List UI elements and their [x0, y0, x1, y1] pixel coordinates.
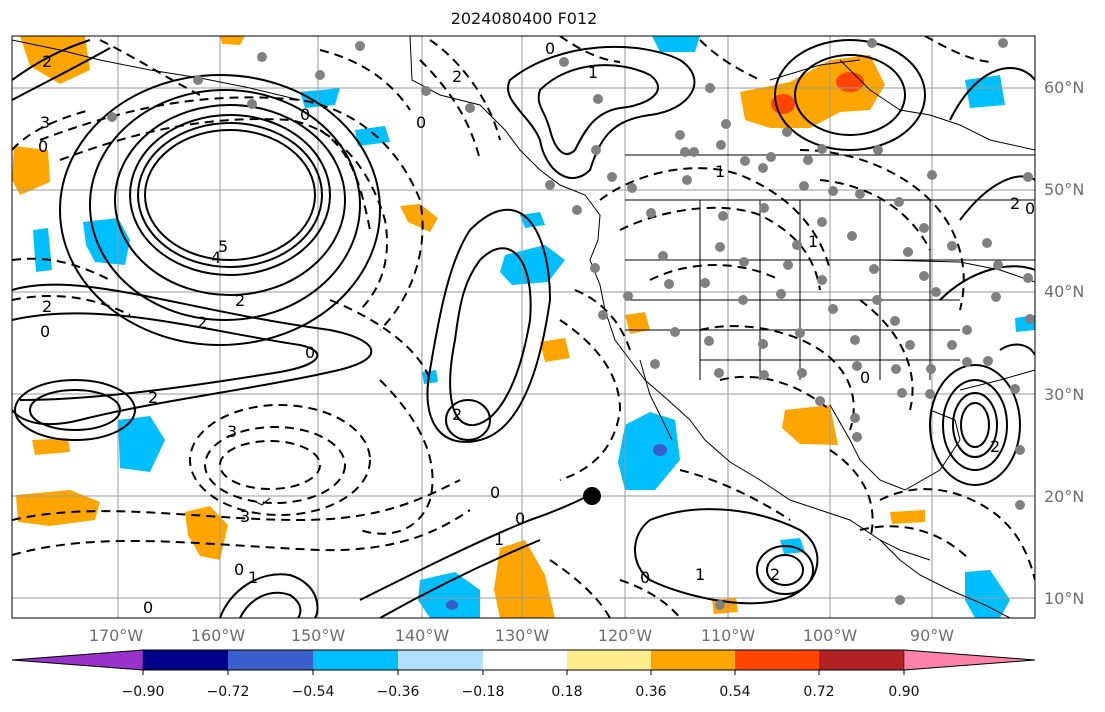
coastlines — [12, 36, 1035, 618]
lat-label-10n: 10°N — [1044, 589, 1085, 608]
contour-label: 1 — [715, 162, 725, 181]
contours — [12, 39, 1035, 618]
contour-label: 2 — [452, 67, 462, 86]
contour-label: 1 — [695, 565, 705, 584]
dashed-contours — [12, 36, 1035, 618]
colorbar-tick-label: −0.36 — [376, 684, 420, 700]
lon-label-110w: 110°W — [700, 626, 756, 645]
lon-label-160w: 160°W — [190, 626, 246, 645]
lon-label-90w: 90°W — [909, 626, 955, 645]
colorbar-tick-label: −0.72 — [206, 684, 250, 700]
contour-label: 2 — [452, 405, 462, 424]
contour-label: 0 — [416, 113, 426, 132]
colorbar-segment — [735, 650, 819, 670]
lat-label-30n: 30°N — [1044, 385, 1085, 404]
contour-label: 2 — [42, 297, 52, 316]
colorbar-tick-label: 0.90 — [888, 684, 920, 700]
colorbar-segment — [819, 650, 904, 670]
map-title: 2024080400 F012 — [450, 9, 598, 28]
colorbar — [11, 649, 1036, 675]
station-markers — [107, 38, 1035, 610]
contour-label: 0 — [300, 105, 310, 124]
lon-label-170w: 170°W — [88, 626, 144, 645]
contour-label: 0 — [515, 509, 525, 528]
center-marker — [583, 487, 601, 505]
lat-label-50n: 50°N — [1044, 180, 1085, 199]
colorbar-segment — [483, 650, 567, 670]
contour-label: 2 — [148, 388, 158, 407]
lat-label-20n: 20°N — [1044, 487, 1085, 506]
contour-label: 0 — [38, 137, 48, 156]
colorbar-tick-label: 0.36 — [635, 684, 667, 700]
colorbar-segment — [903, 649, 1036, 671]
colorbar-segment — [651, 650, 735, 670]
colorbar-tick-label: 0.54 — [719, 684, 751, 700]
contour-label: 2 — [770, 565, 780, 584]
lon-label-130w: 130°W — [494, 626, 550, 645]
lon-label-150w: 150°W — [290, 626, 346, 645]
shaded-regions — [12, 36, 1035, 618]
lat-label-40n: 40°N — [1044, 282, 1085, 301]
colorbar-segment — [11, 649, 144, 671]
contour-label: 2 — [1010, 194, 1020, 213]
contour-label: 0 — [640, 568, 650, 587]
colorbar-segment — [313, 650, 398, 670]
contour-labels: 2 0 3 0 2 1 0 5 4 2 2 0 2 3 0 2 0 1 1 0 … — [38, 39, 1035, 617]
contour-label: 5 — [218, 237, 228, 256]
colorbar-tick-label: −0.90 — [121, 684, 165, 700]
colorbar-segment — [398, 650, 483, 670]
contour-label: 0 — [1025, 199, 1035, 218]
contour-label: 0 — [545, 39, 555, 58]
lat-lon-grid — [12, 36, 1035, 618]
contour-label: 1 — [248, 568, 258, 587]
colorbar-tick-label: −0.18 — [461, 684, 505, 700]
contour-label: 0 — [490, 483, 500, 502]
colorbar-tick-label: 0.18 — [551, 684, 583, 700]
lon-label-140w: 140°W — [394, 626, 450, 645]
contour-label: 0 — [305, 343, 315, 362]
contour-label: 0 — [234, 560, 244, 579]
contour-label: 3 — [40, 113, 50, 132]
contour-label: 3 — [227, 422, 237, 441]
contour-label: 2 — [990, 437, 1000, 456]
contour-label: 4 — [211, 248, 221, 267]
contour-label: 2 — [42, 52, 52, 71]
lon-label-120w: 120°W — [597, 626, 653, 645]
contour-label: 2 — [235, 291, 245, 310]
colorbar-segment — [567, 650, 651, 670]
colorbar-segment — [228, 650, 313, 670]
contour-label: 0 — [143, 598, 153, 617]
contour-label: 0 — [860, 368, 870, 387]
colorbar-tick-label: 0.72 — [803, 684, 835, 700]
lon-label-100w: 100°W — [802, 626, 858, 645]
contour-label: 1 — [494, 530, 504, 549]
contour-label: 1 — [588, 63, 598, 82]
contour-label: 3 — [240, 507, 250, 526]
contour-label: 1 — [808, 232, 818, 251]
contour-label: 0 — [40, 322, 50, 341]
colorbar-tick-label: −0.54 — [291, 684, 335, 700]
colorbar-segment — [143, 650, 228, 670]
contour-label: 2 — [197, 313, 207, 332]
lat-label-60n: 60°N — [1044, 78, 1085, 97]
